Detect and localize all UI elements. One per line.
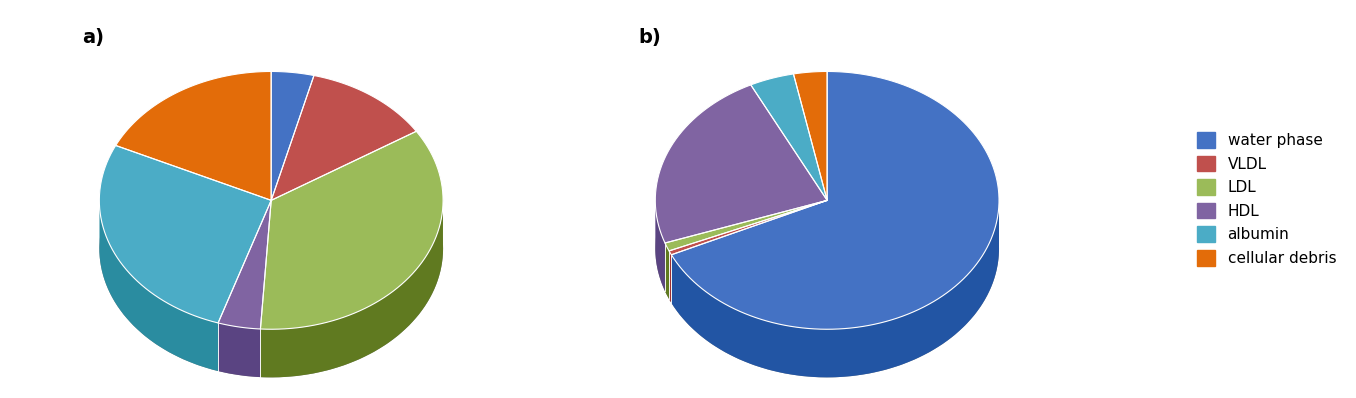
Polygon shape [671, 198, 999, 377]
Polygon shape [669, 251, 671, 303]
Polygon shape [218, 323, 260, 377]
Polygon shape [271, 76, 416, 200]
Ellipse shape [99, 119, 443, 377]
Polygon shape [99, 146, 271, 323]
Polygon shape [751, 74, 827, 200]
Polygon shape [99, 195, 218, 371]
Polygon shape [664, 200, 827, 251]
Polygon shape [669, 200, 827, 255]
Polygon shape [218, 200, 271, 329]
Text: a): a) [83, 29, 104, 47]
Polygon shape [671, 72, 999, 329]
Polygon shape [655, 85, 827, 243]
Polygon shape [793, 72, 827, 200]
Ellipse shape [655, 119, 999, 377]
Polygon shape [655, 197, 664, 291]
Text: b): b) [639, 29, 660, 47]
Polygon shape [260, 196, 443, 377]
Polygon shape [664, 243, 669, 299]
Polygon shape [271, 72, 315, 200]
Polygon shape [115, 72, 271, 200]
Polygon shape [260, 131, 443, 329]
Legend: water phase, VLDL, LDL, HDL, albumin, cellular debris: water phase, VLDL, LDL, HDL, albumin, ce… [1185, 120, 1348, 278]
